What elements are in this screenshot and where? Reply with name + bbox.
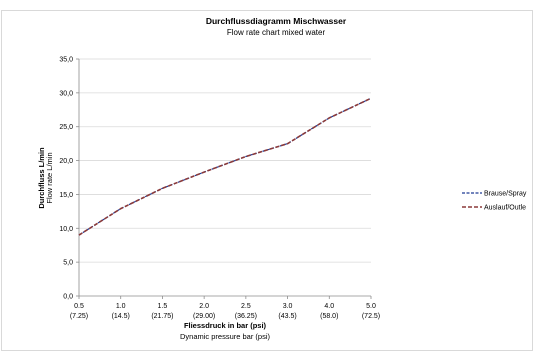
- x-tick-label-secondary: (7.25): [70, 313, 88, 320]
- legend-label: Brause/Spray: [484, 191, 527, 198]
- y-tick-label: 25,0: [59, 124, 73, 131]
- y-tick-label: 0,0: [63, 294, 73, 301]
- chart-title: Durchflussdiagramm Mischwasser: [206, 16, 347, 26]
- x-tick-label: 2.5: [241, 303, 251, 310]
- x-tick-label: 2.0: [199, 303, 209, 310]
- y-tick-label: 35,0: [59, 57, 73, 64]
- x-tick-label-secondary: (43.5): [278, 313, 296, 320]
- y-axis-title: Durchfluss L/min: [37, 147, 46, 209]
- x-tick-label-secondary: (36.25): [235, 313, 257, 320]
- gridlines: [76, 58, 372, 299]
- legend-label: Auslauf/Outle: [484, 205, 526, 212]
- chart-frame: [1, 10, 533, 351]
- y-tick-label: 20,0: [59, 158, 73, 165]
- x-tick-label: 4.0: [324, 303, 334, 310]
- x-tick-label: 1.0: [116, 303, 126, 310]
- x-tick-label-secondary: (72.5): [362, 313, 380, 320]
- x-tick-label: 3.0: [283, 303, 293, 310]
- series-line-2: [78, 97, 372, 236]
- x-tick-label: 1.5: [158, 303, 168, 310]
- x-tick-label: 0.5: [74, 303, 84, 310]
- x-axis-title: Fliessdruck in bar (psi): [184, 321, 267, 330]
- y-tick-label: 10,0: [59, 226, 73, 233]
- x-tick-label: 5.0: [366, 303, 376, 310]
- x-axis-subtitle: Dynamic pressure bar (psi): [180, 332, 271, 341]
- chart-subtitle: Flow rate chart mixed water: [227, 28, 326, 37]
- x-tick-label-secondary: (58.0): [320, 313, 338, 320]
- x-tick-label-secondary: (21.75): [151, 313, 173, 320]
- y-tick-label: 15,0: [59, 192, 73, 199]
- x-tick-labels: 0.5 (7.25) 1.0 (14.5) 1.5 (21.75) 2.0 (29.00) 2.…: [70, 303, 380, 320]
- y-tick-labels: 0,0 5,0 10,0 15,0 20,0 25,0 30,0 35,0: [59, 57, 73, 301]
- series-lines: [78, 97, 372, 236]
- x-tick-label-secondary: (29.00): [193, 313, 215, 320]
- y-tick-label: 5,0: [63, 260, 73, 267]
- legend: Brause/Spray Auslauf/Outle: [462, 191, 527, 212]
- y-tick-label: 30,0: [59, 90, 73, 97]
- x-tick-label-secondary: (14.5): [112, 313, 130, 320]
- y-axis-subtitle: Flow rate L/min: [45, 152, 54, 203]
